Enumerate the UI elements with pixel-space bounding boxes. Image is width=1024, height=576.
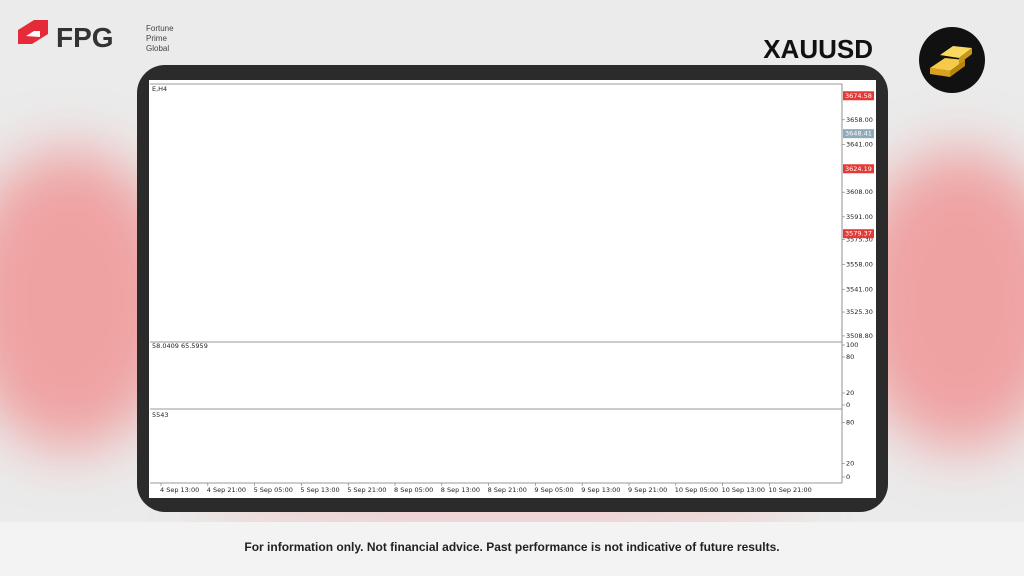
x-tick-label: 10 Sep 05:00 xyxy=(675,486,718,494)
x-tick-label: 10 Sep 21:00 xyxy=(768,486,811,494)
y-tick-label: 0 xyxy=(846,401,850,409)
logo-text: FPG xyxy=(56,22,114,53)
x-tick-label: 5 Sep 21:00 xyxy=(347,486,386,494)
screen xyxy=(149,80,876,498)
y-tick-label: 3591.00 xyxy=(846,213,873,221)
panel-label: 58.0409 65.5959 xyxy=(152,342,208,350)
level-label: 3624.19 xyxy=(845,165,872,173)
level-label: 3648.41 xyxy=(845,130,872,138)
axes: E,H43658.003641.003608.003591.003575.303… xyxy=(152,85,874,494)
level-box xyxy=(843,164,874,174)
y-tick-label: 20 xyxy=(846,389,854,397)
level-label: 3579.37 xyxy=(845,230,872,238)
x-tick-label: 5 Sep 05:00 xyxy=(254,486,293,494)
y-tick-label: 3508.80 xyxy=(846,332,873,340)
logo-tagline: Global xyxy=(146,44,169,53)
y-tick-label: 3558.00 xyxy=(846,261,873,269)
disclaimer: For information only. Not financial advi… xyxy=(244,540,779,554)
x-tick-label: 9 Sep 21:00 xyxy=(628,486,667,494)
symbol: XAUUSD xyxy=(763,34,873,64)
y-tick-label: 3575.30 xyxy=(846,236,873,244)
y-tick-label: 20 xyxy=(846,459,854,467)
x-tick-label: 4 Sep 13:00 xyxy=(160,486,199,494)
y-tick-label: 3641.00 xyxy=(846,140,873,148)
x-tick-label: 9 Sep 05:00 xyxy=(534,486,573,494)
x-tick-label: 8 Sep 13:00 xyxy=(441,486,480,494)
y-tick-label: 80 xyxy=(846,353,854,361)
level-box xyxy=(843,129,874,139)
y-tick-label: 0 xyxy=(846,473,850,481)
panel-label: 5543 xyxy=(152,411,169,419)
x-tick-label: 4 Sep 21:00 xyxy=(207,486,246,494)
y-tick-label: 80 xyxy=(846,418,854,426)
panel-label: E,H4 xyxy=(152,85,167,93)
y-tick-label: 3525.30 xyxy=(846,308,873,316)
level-label: 3674.58 xyxy=(845,92,872,100)
level-box xyxy=(843,229,874,239)
y-tick-label: 3608.00 xyxy=(846,188,873,196)
footer-band xyxy=(0,522,1024,576)
y-tick-label: 100 xyxy=(846,341,858,349)
logo-tagline: Fortune xyxy=(146,24,174,33)
gold-icon xyxy=(919,27,985,93)
logo: FPG Fortune Prime Global xyxy=(18,20,174,53)
x-tick-label: 9 Sep 13:00 xyxy=(581,486,620,494)
logo-tagline: Prime xyxy=(146,34,167,43)
y-tick-label: 3541.00 xyxy=(846,285,873,293)
x-tick-label: 10 Sep 13:00 xyxy=(722,486,765,494)
level-box xyxy=(843,91,874,101)
x-tick-label: 5 Sep 13:00 xyxy=(300,486,339,494)
y-tick-label: 3658.00 xyxy=(846,116,873,124)
x-tick-label: 8 Sep 05:00 xyxy=(394,486,433,494)
x-tick-label: 8 Sep 21:00 xyxy=(488,486,527,494)
